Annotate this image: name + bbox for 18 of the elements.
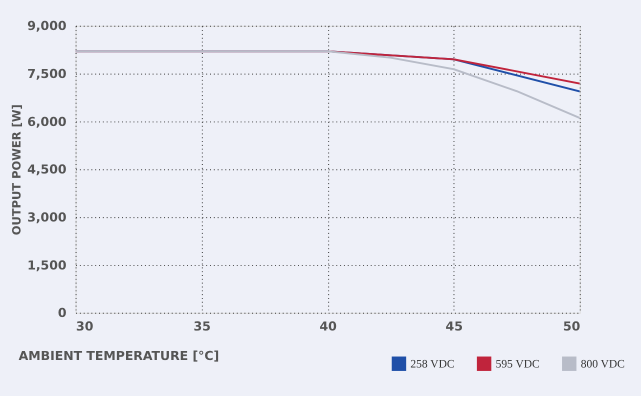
x-tick-label: 45	[446, 318, 463, 334]
legend-label: 258 VDC	[410, 358, 455, 371]
y-tick-label: 7,500	[27, 66, 67, 81]
legend-label: 800 VDC	[580, 358, 626, 371]
legend-label: 595 VDC	[496, 358, 540, 371]
y-tick-label: 1,500	[27, 257, 67, 272]
x-tick-label: 50	[562, 318, 581, 334]
y-tick-label: 4,500	[27, 162, 67, 177]
line-series	[76, 50, 580, 119]
y-tick-label: 9,000	[27, 18, 67, 34]
y-axis-title: OUTPUT POWER [W]	[9, 104, 24, 236]
x-tick-label: 30	[76, 318, 94, 334]
y-tick-label: 3,000	[27, 209, 67, 224]
y-tick-label: 6,000	[27, 114, 67, 129]
x-axis-title: AMBIENT TEMPERATURE [°C]	[18, 348, 220, 364]
x-tick-label: 35	[193, 318, 211, 334]
x-tick-label: 40	[320, 318, 338, 334]
y-tick-label: 0	[58, 305, 67, 320]
